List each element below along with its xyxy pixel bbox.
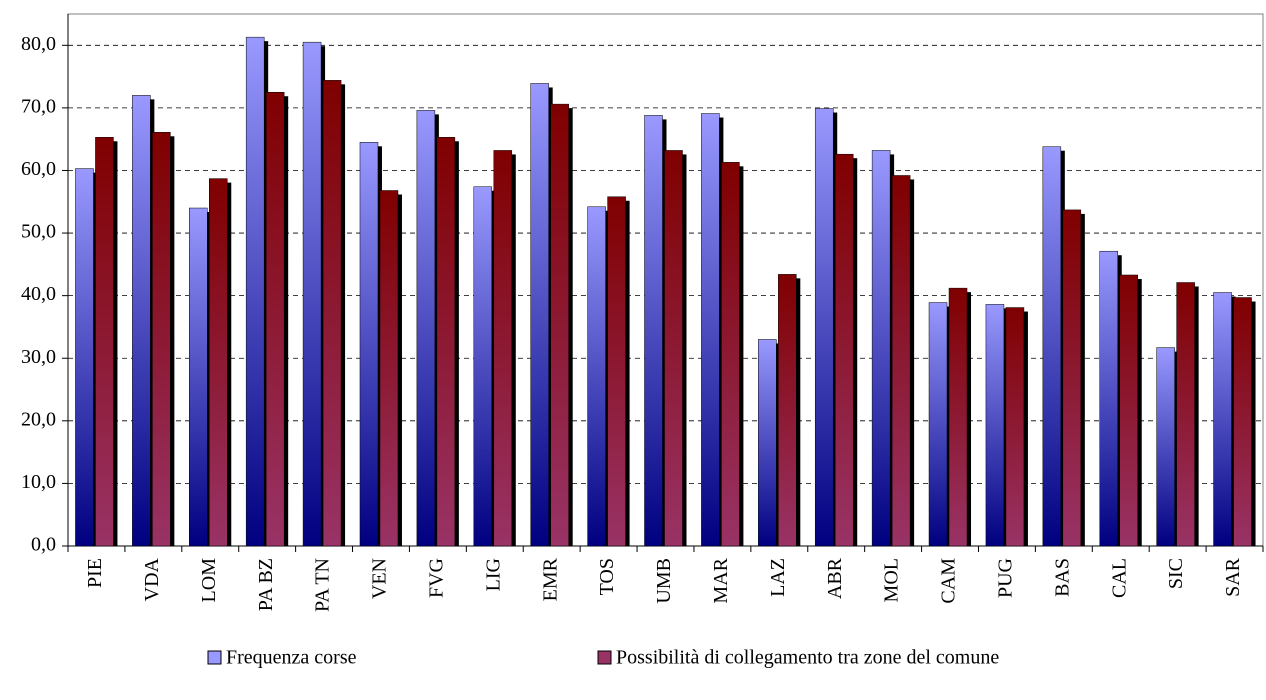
bar (359, 142, 379, 547)
bar (948, 287, 968, 547)
y-tick-label: 60,0 (21, 158, 56, 180)
y-tick-label: 20,0 (21, 408, 56, 430)
legend-label: Possibilità di collegamento tra zone del… (616, 647, 999, 669)
x-tick-label: BAS (1051, 558, 1073, 597)
x-tick-label: ABR (824, 557, 846, 599)
bar (379, 190, 399, 547)
bar (302, 41, 322, 547)
x-tick-label: MAR (710, 557, 732, 603)
x-tick-label: PA BZ (255, 558, 277, 611)
bar (1176, 282, 1195, 547)
bar (928, 302, 948, 547)
bar (416, 110, 436, 547)
x-tick-label: EMR (539, 557, 561, 601)
x-tick-label: LAZ (767, 558, 789, 597)
legend-label: Frequenza corse (226, 647, 357, 669)
bar (152, 132, 171, 547)
x-tick-label: UMB (653, 558, 675, 604)
x-tick-label: SIC (1165, 558, 1187, 589)
bar (1233, 297, 1252, 547)
x-tick-label: MOL (881, 558, 903, 602)
x-tick-label: PA TN (312, 558, 334, 612)
x-tick-label: PUG (995, 558, 1017, 598)
legend-swatch (207, 650, 222, 665)
x-tick-label: PIE (84, 558, 106, 588)
bar (778, 274, 797, 547)
bar (322, 80, 342, 547)
y-tick-label: 0,0 (31, 534, 56, 556)
x-tick-label: LOM (198, 558, 220, 603)
legend-swatch (597, 650, 612, 665)
bar (1119, 274, 1138, 547)
bar (664, 150, 683, 547)
y-tick-label: 30,0 (21, 346, 56, 368)
bar (209, 178, 228, 547)
bar (1099, 250, 1118, 547)
y-tick-label: 80,0 (21, 33, 56, 55)
y-tick-label: 50,0 (21, 221, 56, 243)
bar (834, 153, 854, 547)
bar (1156, 347, 1175, 547)
x-tick-label: CAM (938, 558, 960, 604)
bar (891, 175, 911, 547)
bar (587, 206, 606, 547)
bar (607, 196, 626, 547)
x-tick-label: VEN (369, 558, 391, 599)
bar (189, 207, 208, 547)
bar (985, 304, 1005, 547)
x-tick-label: VDA (141, 557, 163, 601)
x-tick-label: LIG (482, 558, 504, 591)
bar (1213, 292, 1232, 547)
bar (530, 83, 549, 547)
x-tick-label: TOS (596, 558, 618, 595)
x-tick-label: SAR (1222, 557, 1244, 597)
bar (436, 137, 456, 547)
bar (550, 103, 569, 547)
x-tick-label: CAL (1108, 558, 1130, 598)
bar (265, 91, 285, 547)
bar (132, 95, 151, 547)
bar (871, 150, 891, 547)
bar (644, 115, 663, 547)
y-tick-label: 10,0 (21, 471, 56, 493)
bar (758, 339, 777, 547)
y-tick-label: 40,0 (21, 283, 56, 305)
bar (473, 186, 493, 547)
bar (814, 108, 834, 547)
bar (245, 36, 265, 547)
y-tick-label: 70,0 (21, 95, 56, 117)
bar (1062, 209, 1082, 547)
bar (95, 137, 114, 547)
x-tick-label: FVG (425, 558, 447, 598)
bar (721, 162, 740, 547)
bar (1005, 307, 1025, 547)
bar (701, 113, 720, 547)
bar (493, 150, 513, 547)
bar (75, 168, 94, 547)
bar (1042, 146, 1062, 547)
